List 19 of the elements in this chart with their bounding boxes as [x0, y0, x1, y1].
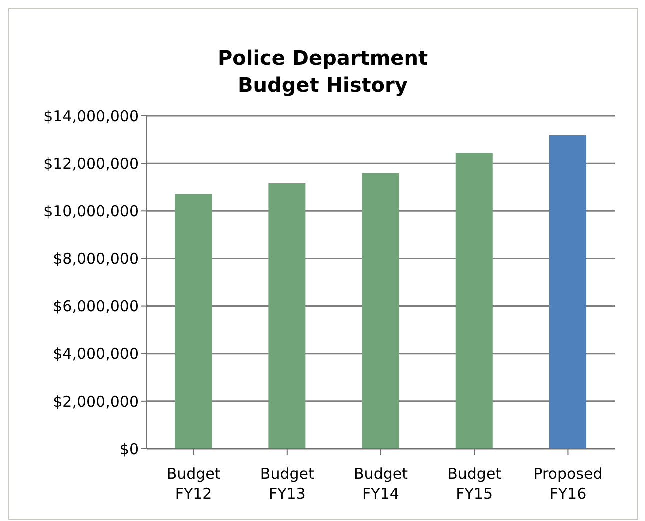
- bar: [268, 184, 306, 449]
- y-tick-label: $12,000,000: [44, 154, 139, 173]
- chart-title: Police Department Budget History: [216, 45, 430, 99]
- y-tick-label: $10,000,000: [44, 202, 139, 220]
- y-tick-label: $6,000,000: [53, 298, 139, 316]
- bar: [175, 194, 212, 449]
- x-tick-label: Proposed FY16: [534, 465, 603, 503]
- x-tick-label: Budget FY12: [166, 465, 221, 503]
- y-tick-label: $14,000,000: [44, 107, 139, 126]
- y-tick-label: $0: [120, 440, 139, 458]
- y-tick-label: $4,000,000: [53, 345, 139, 364]
- bar: [362, 173, 400, 449]
- y-tick-label: $8,000,000: [53, 250, 139, 268]
- x-tick-label: Budget FY15: [448, 465, 502, 503]
- y-tick-label: $2,000,000: [53, 392, 139, 411]
- x-tick-label: Budget FY14: [354, 465, 408, 503]
- bar: [456, 153, 493, 449]
- bar: [549, 136, 586, 449]
- x-tick-label: Budget FY13: [260, 465, 314, 503]
